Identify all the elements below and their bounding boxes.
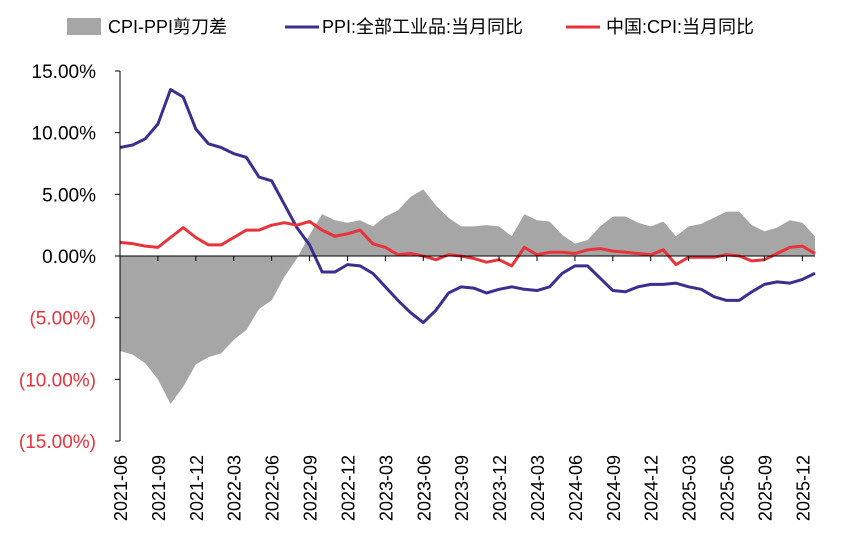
x-tick-label: 2021-09 <box>149 455 169 521</box>
x-tick-label: 2025-09 <box>755 455 775 521</box>
series-area-spread <box>120 189 815 404</box>
legend: CPI-PPI剪刀差 PPI:全部工业品:当月同比 中国:CPI:当月同比 <box>67 17 754 37</box>
legend-label-cpi: 中国:CPI:当月同比 <box>606 17 754 37</box>
plot-area <box>119 88 816 404</box>
y-tick-label: 10.00% <box>32 124 97 145</box>
x-tick-label: 2024-12 <box>642 455 662 521</box>
x-tick-label: 2023-03 <box>376 455 396 521</box>
y-tick-label: 0.00% <box>42 247 96 268</box>
x-tick-label: 2022-06 <box>263 455 283 521</box>
x-tick-label: 2023-06 <box>414 455 434 521</box>
y-axis: 15.00% 10.00% 5.00% 0.00% (5.00%) (10.00%) (15… <box>19 62 121 453</box>
x-tick-label: 2021-06 <box>111 455 131 521</box>
x-tick-label: 2022-09 <box>301 455 321 521</box>
x-tick-label: 2025-03 <box>680 455 700 521</box>
series-line-cpi <box>119 219 816 268</box>
x-tick-label: 2023-09 <box>452 455 472 521</box>
x-tick-label: 2021-12 <box>187 455 207 521</box>
x-axis: 2021-06 2021-09 2021-12 2022-03 2022-06 2022-… <box>111 255 815 521</box>
legend-label-spread: CPI-PPI剪刀差 <box>108 17 227 37</box>
x-tick-label: 2025-06 <box>718 455 738 521</box>
legend-swatch-spread <box>67 18 101 35</box>
x-tick-label: 2024-03 <box>528 455 548 521</box>
x-tick-label: 2025-12 <box>793 455 813 521</box>
y-tick-label: (5.00%) <box>29 309 96 330</box>
legend-label-ppi: PPI:全部工业品:当月同比 <box>322 17 523 37</box>
x-tick-label: 2024-06 <box>566 455 586 521</box>
x-tick-label: 2022-12 <box>338 455 358 521</box>
x-tick-label: 2022-03 <box>225 455 245 521</box>
y-tick-label: (10.00%) <box>19 370 96 391</box>
series-line-ppi <box>119 88 816 325</box>
y-tick-label: (15.00%) <box>19 432 96 453</box>
x-tick-label: 2024-09 <box>604 455 624 521</box>
y-tick-label: 5.00% <box>42 185 96 206</box>
y-tick-label: 15.00% <box>32 62 97 83</box>
x-tick-label: 2023-12 <box>490 455 510 521</box>
